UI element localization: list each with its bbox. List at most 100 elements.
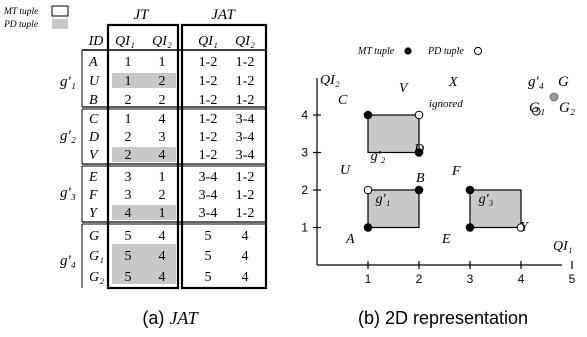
row-jat-qi1: 5 [205,270,212,285]
point-label-g1: G₁ [529,100,545,116]
group-label-g1: g'₁ [376,192,391,207]
data-points [363,106,541,232]
row-id: G₁ [89,249,104,264]
ignored-note: ignored [429,98,463,110]
y-tick-label: 1 [301,221,308,235]
row-jt-qi2: 4 [159,112,166,127]
g4-cluster: g'₄ G G₁ G₂ [528,74,575,116]
row-jat-qi1: 3-4 [199,170,218,185]
jt-header: JT [134,7,151,23]
table-borders [81,23,268,290]
row-jat-qi2: 3-4 [236,148,255,163]
row-jt-qi2: 4 [159,270,166,285]
jat-header: JAT [211,7,236,23]
row-id: C [89,112,99,127]
row-jt-qi1: 1 [125,74,132,89]
row-id: G [89,229,99,244]
figure-a-table: MT tuple PD tuple JT JAT ID QI₁ QI₂ QI₁ … [3,5,268,328]
row-jt-qi2: 2 [159,74,166,89]
col-jt-qi1-header: QI₁ [115,34,135,49]
row-id: E [88,170,98,185]
x-tick-label: 1 [365,272,372,286]
row-jat-qi2: 1-2 [236,170,255,185]
row-jat-qi1: 5 [205,249,212,264]
table-group-4: g'₄ G 5 4 5 4 G₁ 5 4 5 4 G₂ 5 4 5 4 [60,229,248,285]
group-rectangles [367,114,522,229]
col-id-header: ID [88,34,104,49]
pd-cell-shade [112,244,176,284]
row-jat-qi2: 1-2 [236,74,255,89]
row-jat-qi2: 1-2 [236,188,255,203]
y-tick-label: 3 [301,146,308,160]
group-label-g3: g'₃ [479,192,494,207]
table-group-3: g'₃ E 3 1 3-4 1-2 F 3 2 3-4 1-2 Y 4 1 3-… [60,170,254,221]
table-group-1: g'₁ A 1 1 1-2 1-2 U 1 2 1-2 1-2 B 2 2 1-… [60,55,254,108]
point-label-v: V [399,81,409,96]
row-jt-qi2: 2 [159,188,166,203]
pd-cell-shade [112,205,176,220]
legend-mt-swatch [51,5,69,17]
point-label-e: E [441,232,451,247]
row-jat-qi2: 1-2 [236,93,255,108]
row-id: B [89,93,98,108]
point-label-y: Y [520,220,530,235]
pd-cell-shade [112,147,176,162]
col-jat-qi1-header: QI₁ [198,34,218,49]
legend-mt-marker [404,47,412,55]
legend-pd-label: PD tuple [427,46,464,57]
pd-cell-shade [112,73,176,88]
point-b [414,185,424,195]
point-f [465,185,475,195]
point-u [363,185,373,195]
row-id: V [89,148,99,163]
group-label: g'₂ [60,128,76,144]
row-jt-qi1: 2 [125,93,132,108]
x-axis-label: QI₁ [553,239,573,254]
row-id: F [88,188,98,203]
row-jat-qi1: 1-2 [199,74,218,89]
row-jat-qi2: 1-2 [236,55,255,70]
legend-pd-swatch [52,19,68,29]
row-id: G₂ [89,270,104,285]
row-jt-qi1: 3 [125,170,132,185]
legend-mt-label: MT tuple [357,46,395,57]
point-label-x: X [448,75,458,90]
row-jat-qi2: 4 [242,270,249,285]
row-jt-qi1: 1 [125,112,132,127]
caption-b: (b) 2D representation [358,308,528,328]
legend-pd-label: PD tuple [3,20,38,30]
group-label: g'₄ [60,253,76,269]
row-jat-qi1: 5 [205,229,212,244]
group-label: g'₁ [60,74,76,90]
row-jt-qi2: 4 [159,148,166,163]
group-label: g'₃ [60,185,76,201]
jt-column-frame [106,23,180,290]
group-rect-3 [469,189,522,229]
point-label-f: F [451,164,461,179]
table-group-2: g'₂ C 1 4 1-2 3-4 D 2 3 1-2 3-4 V 2 4 1-… [60,112,254,163]
point-label-d: D [413,142,424,157]
caption-a: (a) JAT [142,308,199,328]
point-label-b: B [416,171,425,186]
row-id: A [88,55,98,70]
point-x [532,106,541,116]
point-c [363,110,373,120]
x-tick-label: 5 [569,272,576,286]
point-v [414,110,424,120]
row-jat-qi1: 1-2 [199,112,218,127]
row-jt-qi2: 1 [159,170,166,185]
row-id: D [88,130,99,145]
point-label-c: C [338,93,348,108]
row-jat-qi2: 3-4 [236,130,255,145]
row-jat-qi1: 1-2 [199,148,218,163]
col-jt-qi2-header: QI₂ [152,34,172,49]
col-jat-qi2-header: QI₂ [235,34,255,49]
point-labels: A U B C V D E F Y X ignored [338,75,530,247]
row-jat-qi2: 4 [242,229,249,244]
x-tick-label: 3 [467,272,474,286]
row-jt-qi2: 4 [159,229,166,244]
table-header: JT JAT ID QI₁ QI₂ QI₁ QI₂ [88,7,255,49]
row-jt-qi2: 1 [159,55,166,70]
x-tick-label: 2 [416,272,423,286]
